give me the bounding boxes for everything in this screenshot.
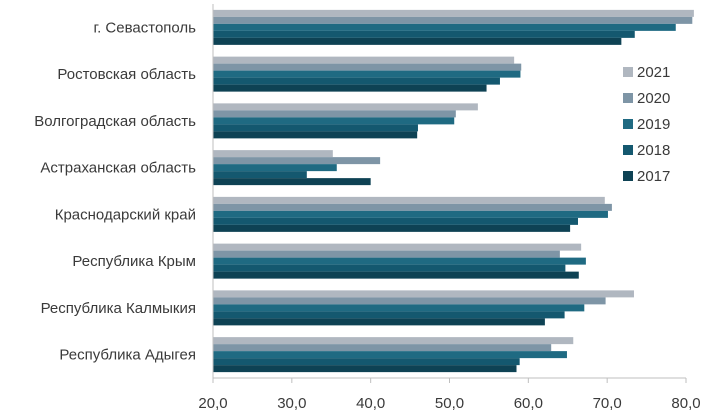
- category-label: Краснодарский край: [55, 206, 196, 223]
- bar-2019-6: [213, 257, 586, 265]
- legend-label: 2017: [637, 168, 670, 185]
- bar-2018-6: [213, 264, 566, 272]
- legend-label: 2018: [637, 142, 670, 159]
- legend-swatch-2017: [623, 171, 633, 181]
- category-label: Республика Крым: [72, 253, 196, 270]
- bar-2020-1: [213, 16, 693, 24]
- bar-2019-2: [213, 70, 521, 78]
- bar-2017-4: [213, 178, 371, 186]
- category-label: Ростовская область: [57, 66, 196, 83]
- bar-2021-2: [213, 56, 515, 64]
- bar-2020-8: [213, 344, 552, 352]
- bar-2017-6: [213, 271, 579, 279]
- bar-2018-3: [213, 124, 418, 132]
- bar-2017-7: [213, 318, 545, 326]
- x-tick-label: 70,0: [593, 395, 622, 412]
- x-tick-label: 20,0: [198, 395, 227, 412]
- bar-2017-2: [213, 84, 487, 92]
- bar-2017-5: [213, 224, 571, 232]
- x-tick-label: 30,0: [277, 395, 306, 412]
- category-label: г. Севастополь: [93, 19, 196, 36]
- bar-2019-8: [213, 351, 567, 359]
- category-label: Республика Адыгея: [59, 347, 196, 364]
- bar-2020-7: [213, 297, 606, 305]
- legend-swatch-2018: [623, 145, 633, 155]
- x-tick-label: 50,0: [435, 395, 464, 412]
- legend-swatch-2021: [623, 67, 633, 77]
- bar-2019-3: [213, 117, 455, 125]
- category-label: Республика Калмыкия: [41, 300, 196, 317]
- legend-label: 2020: [637, 90, 670, 107]
- bar-2021-5: [213, 196, 605, 204]
- bar-2019-5: [213, 210, 608, 218]
- bar-2018-1: [213, 30, 635, 38]
- category-label: Астраханская область: [40, 160, 196, 177]
- bar-2021-8: [213, 337, 574, 345]
- bar-2020-3: [213, 110, 456, 118]
- category-label: Волгоградская область: [34, 113, 196, 130]
- bar-2017-3: [213, 131, 418, 139]
- bar-2018-5: [213, 217, 578, 225]
- bar-2018-4: [213, 171, 307, 179]
- bar-2021-4: [213, 150, 333, 158]
- bar-2018-8: [213, 358, 520, 366]
- legend-label: 2019: [637, 116, 670, 133]
- bar-2020-6: [213, 250, 560, 258]
- bar-2020-5: [213, 203, 612, 211]
- bar-2018-2: [213, 77, 500, 85]
- x-tick-label: 40,0: [356, 395, 385, 412]
- legend: 2021 2020 2019 2018 2017: [623, 64, 670, 185]
- bars-group: [213, 9, 694, 373]
- legend-swatch-2020: [623, 93, 633, 103]
- bar-2020-2: [213, 63, 522, 71]
- bar-2021-6: [213, 243, 582, 251]
- bar-2017-1: [213, 37, 622, 45]
- bar-2020-4: [213, 157, 381, 165]
- bar-2021-3: [213, 103, 478, 111]
- legend-swatch-2019: [623, 119, 633, 129]
- bar-2019-7: [213, 304, 585, 312]
- legend-label: 2021: [637, 64, 670, 81]
- x-tick-label: 60,0: [514, 395, 543, 412]
- bar-2019-4: [213, 164, 337, 172]
- bar-2021-1: [213, 9, 694, 17]
- bar-2019-1: [213, 23, 676, 31]
- bar-2018-7: [213, 311, 565, 319]
- bar-2017-8: [213, 365, 517, 373]
- bar-2021-7: [213, 290, 634, 298]
- x-tick-label: 80,0: [671, 395, 700, 412]
